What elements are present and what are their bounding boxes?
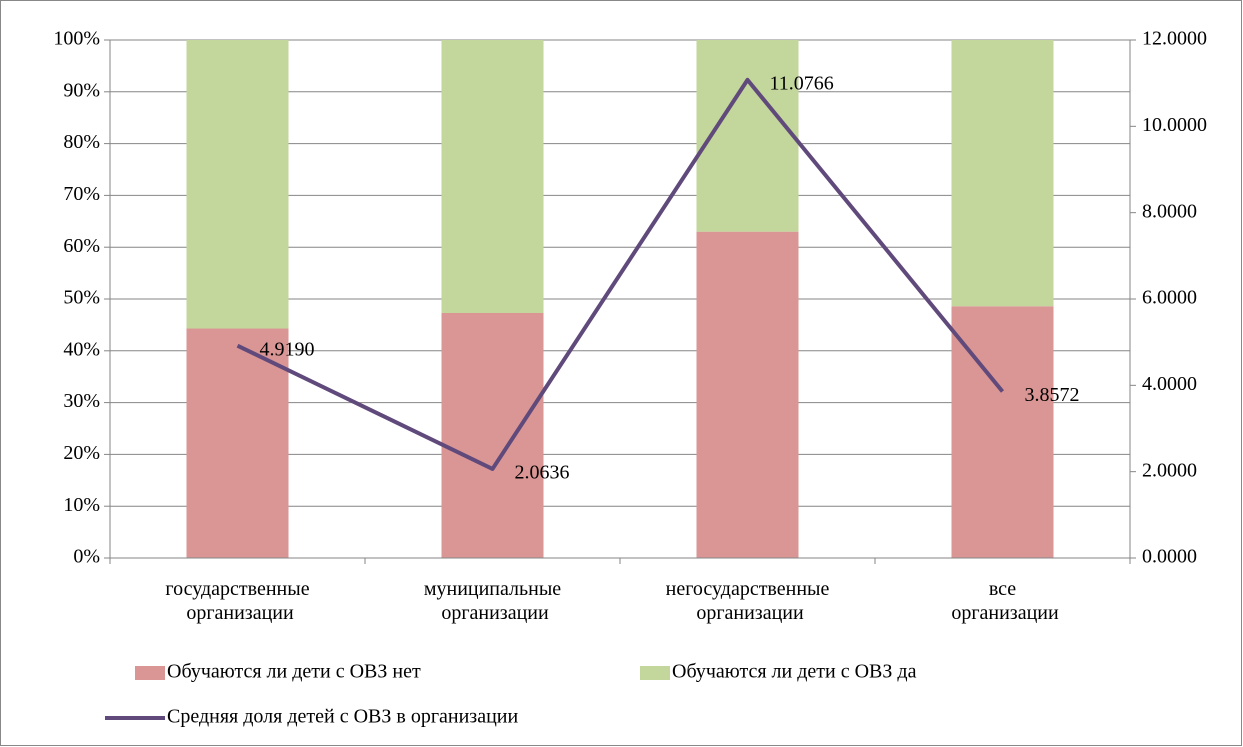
y-tick-label: 40%: [63, 338, 100, 360]
bar: [186, 40, 289, 329]
bar: [696, 231, 799, 558]
legend-label: Обучаются ли дети с ОВЗ да: [672, 661, 917, 683]
y2-tick-label: 6.0000: [1142, 287, 1197, 309]
y2-tick-label: 12.0000: [1142, 28, 1207, 50]
y-tick-label: 80%: [63, 131, 100, 153]
y2-tick-label: 2.0000: [1142, 459, 1197, 481]
data-label: 2.0636: [515, 462, 570, 484]
bar: [186, 328, 289, 558]
bar: [951, 306, 1054, 558]
x-tick-label: государственные организации: [165, 578, 309, 624]
y2-tick-label: 10.0000: [1142, 114, 1207, 136]
x-tick-label: все организации: [946, 578, 1059, 624]
data-label: 3.8572: [1025, 384, 1080, 406]
line-series: [236, 77, 1005, 471]
y2-tick-label: 4.0000: [1142, 373, 1197, 395]
y2-tick-label: 0.0000: [1142, 546, 1197, 568]
legend-label: Средняя доля детей с ОВЗ в организации: [167, 706, 518, 728]
bar: [441, 312, 544, 558]
y-tick-label: 100%: [53, 28, 100, 50]
legend-swatch: [640, 666, 670, 680]
legend-swatch: [135, 666, 165, 680]
bar: [696, 40, 799, 232]
data-label: 4.9190: [260, 338, 315, 360]
y-tick-label: 10%: [63, 494, 100, 516]
bar: [441, 40, 544, 313]
legend-label: Обучаются ли дети с ОВЗ нет: [167, 661, 421, 683]
y-tick-label: 20%: [63, 442, 100, 464]
y-tick-label: 30%: [63, 390, 100, 412]
x-tick-label: муниципальные организации: [424, 578, 561, 624]
y-tick-label: 50%: [63, 287, 100, 309]
bar: [951, 40, 1054, 307]
y2-tick-label: 8.0000: [1142, 200, 1197, 222]
data-label: 11.0766: [770, 72, 834, 94]
y-tick-label: 60%: [63, 235, 100, 257]
y-tick-label: 70%: [63, 183, 100, 205]
y-tick-label: 0%: [73, 546, 100, 568]
x-tick-label: негосударственные организации: [666, 578, 830, 624]
y-tick-label: 90%: [63, 79, 100, 101]
